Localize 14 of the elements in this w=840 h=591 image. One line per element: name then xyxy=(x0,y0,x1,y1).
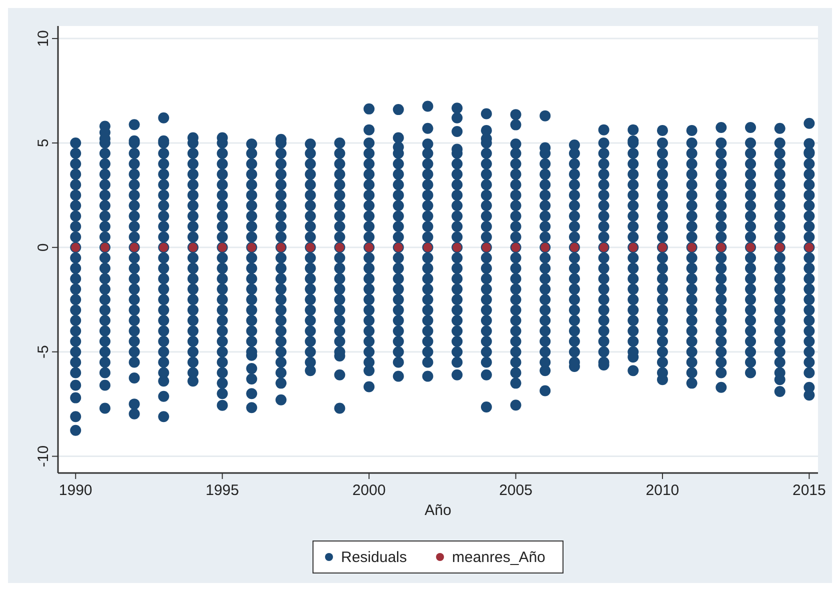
y-tick-label: -10 xyxy=(35,445,52,468)
x-tick-label: 1990 xyxy=(58,482,92,499)
x-tick-label: 1995 xyxy=(206,482,240,499)
y-tick-label: 0 xyxy=(35,243,52,252)
x-tick-label: 2005 xyxy=(499,482,532,499)
legend-label: meanres_Año xyxy=(452,549,546,566)
x-tick-label: 2015 xyxy=(792,482,826,499)
legend-label: Residuals xyxy=(341,549,407,566)
x-tick-label: 2000 xyxy=(352,482,386,499)
y-tick-label: 10 xyxy=(35,30,52,47)
y-tick-label: 5 xyxy=(35,138,52,148)
y-tick-label: -5 xyxy=(35,345,52,359)
x-axis-title: Año xyxy=(424,502,452,519)
x-tick-label: 2010 xyxy=(646,482,680,499)
